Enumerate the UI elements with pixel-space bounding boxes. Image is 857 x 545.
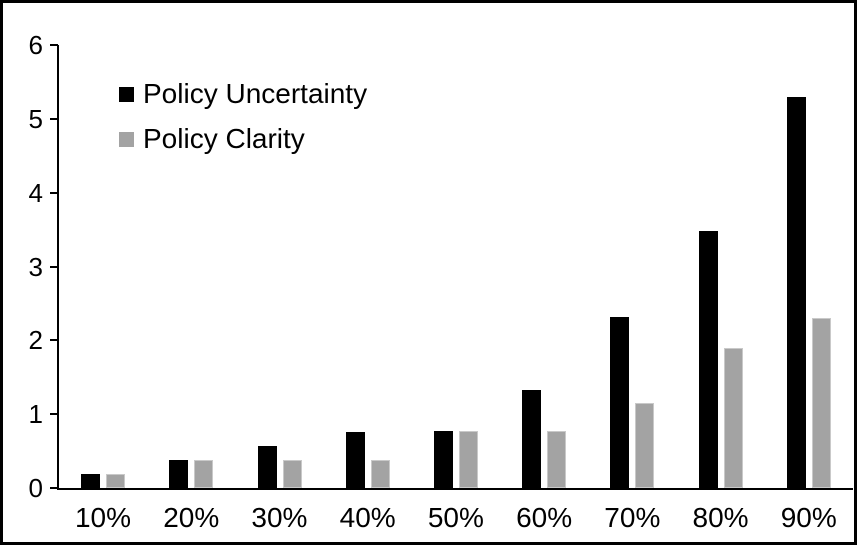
- x-axis-label-50%: 50%: [427, 502, 484, 533]
- bar-30%-policy-clarity: [282, 459, 302, 488]
- y-axis-label-0: 0: [28, 473, 43, 503]
- legend-label-policy-uncertainty: Policy Uncertainty: [143, 78, 368, 109]
- y-axis-tick-2: [50, 339, 58, 342]
- bar-90%-policy-clarity: [811, 318, 831, 488]
- x-axis-label-20%: 20%: [163, 502, 220, 533]
- y-axis-label-2: 2: [28, 325, 43, 356]
- legend-swatch-policy-uncertainty-icon: [119, 86, 134, 102]
- bar-60%-policy-clarity: [547, 431, 567, 488]
- bar-70%-policy-uncertainty: [610, 317, 630, 488]
- bar-40%-policy-clarity: [370, 459, 390, 488]
- plot-area: Policy Uncertainty Policy Clarity 0 1 2 3 4 5…: [29, 31, 853, 533]
- bar-90%-policy-uncertainty: [786, 96, 806, 488]
- x-axis-label-90%: 90%: [780, 502, 837, 533]
- bar-30%-policy-uncertainty: [257, 445, 277, 488]
- legend-item-policy-clarity: Policy Clarity: [119, 124, 367, 154]
- bar-50%-policy-clarity: [459, 431, 478, 488]
- bar-40%-policy-uncertainty: [345, 431, 365, 488]
- y-axis-tick-0: [50, 487, 58, 489]
- bar-60%-policy-uncertainty: [522, 389, 542, 488]
- x-axis-label-80%: 80%: [692, 502, 749, 533]
- y-axis-tick-1: [50, 413, 58, 416]
- y-axis-label-5: 5: [28, 103, 43, 134]
- bar-10%-policy-clarity: [106, 473, 126, 488]
- y-axis-tick-5: [50, 117, 58, 120]
- bar-70%-policy-clarity: [635, 403, 655, 488]
- y-axis-label-1: 1: [28, 399, 43, 430]
- bar-80%-policy-uncertainty: [698, 231, 718, 488]
- legend-label-policy-clarity: Policy Clarity: [143, 123, 305, 154]
- legend-swatch-policy-clarity-icon: [119, 131, 134, 147]
- bar-20%-policy-uncertainty: [169, 459, 189, 488]
- x-axis-label-60%: 60%: [516, 502, 573, 533]
- bar-10%-policy-uncertainty: [81, 473, 101, 488]
- y-axis-label-6: 6: [28, 30, 43, 60]
- bar-80%-policy-clarity: [723, 347, 743, 488]
- legend-item-policy-uncertainty: Policy Uncertainty: [119, 79, 367, 109]
- y-axis-tick-6: [50, 44, 58, 46]
- x-axis-label-40%: 40%: [339, 502, 396, 533]
- bar-50%-policy-uncertainty: [434, 431, 453, 488]
- bar-20%-policy-clarity: [194, 459, 214, 488]
- y-axis-label-4: 4: [28, 177, 43, 208]
- y-axis-tick-4: [50, 191, 58, 194]
- x-axis-label-70%: 70%: [604, 502, 661, 533]
- y-axis-tick-3: [50, 265, 58, 268]
- y-axis-label-3: 3: [28, 251, 43, 282]
- legend: Policy Uncertainty Policy Clarity: [119, 79, 367, 169]
- x-axis-label-10%: 10%: [74, 502, 132, 533]
- x-axis-label-30%: 30%: [251, 502, 308, 533]
